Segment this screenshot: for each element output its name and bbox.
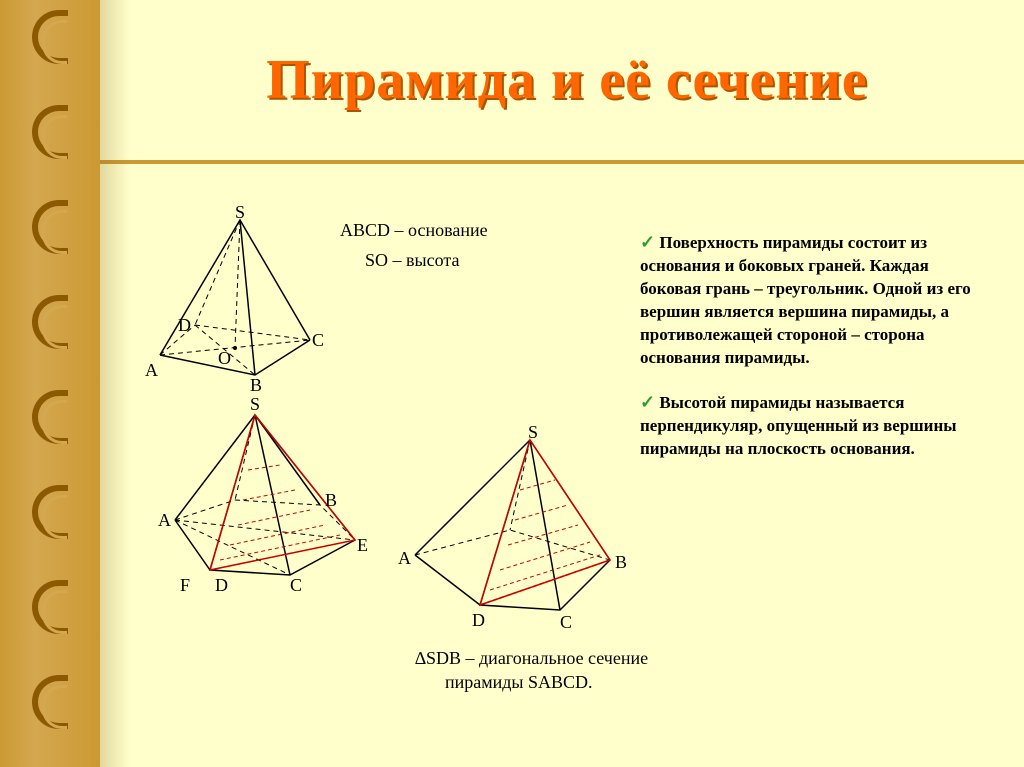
annotation-base: ABCD – основание bbox=[340, 220, 488, 241]
caption-section-2: пирамиды SABCD. bbox=[445, 672, 593, 693]
bullet-surface-text: Поверхность пирамиды состоит из основани… bbox=[640, 233, 971, 367]
label-s3: S bbox=[528, 422, 538, 443]
label-f2: F bbox=[180, 575, 190, 596]
page-shadow bbox=[100, 0, 130, 767]
label-s2: S bbox=[250, 394, 260, 415]
diagram-pentagon-pyramid: S A B C D bbox=[400, 430, 630, 640]
label-c: C bbox=[312, 330, 324, 351]
label-a3: A bbox=[398, 548, 411, 569]
check-icon: ✓ bbox=[640, 232, 655, 252]
label-d2: D bbox=[215, 575, 228, 596]
label-d3: D bbox=[472, 610, 485, 631]
text-column: ✓ Поверхность пирамиды состоит из основа… bbox=[640, 230, 990, 480]
bullet-height: ✓ Высотой пирамиды называется перпендику… bbox=[640, 390, 990, 461]
label-e2: E bbox=[357, 535, 368, 556]
bullet-height-text: Высотой пирамиды называется перпендикуля… bbox=[640, 393, 957, 458]
label-s: S bbox=[235, 202, 245, 223]
label-b: B bbox=[250, 375, 262, 396]
annotation-height: SO – высота bbox=[365, 250, 459, 271]
check-icon: ✓ bbox=[640, 392, 655, 412]
diagram-pyramid-height: S A B C D O bbox=[140, 210, 340, 390]
label-a: A bbox=[145, 360, 158, 381]
label-b2: B bbox=[325, 490, 337, 511]
divider bbox=[100, 160, 1024, 164]
diagram-hex-pyramid: S A B E C D F bbox=[160, 400, 380, 600]
label-c2: C bbox=[290, 575, 302, 596]
label-d: D bbox=[178, 315, 191, 336]
content-area: S A B C D O ABCD – основание SO – высота bbox=[130, 180, 1004, 747]
spiral-binding bbox=[0, 0, 100, 767]
label-b3: B bbox=[615, 552, 627, 573]
label-c3: C bbox=[560, 612, 572, 633]
bullet-surface: ✓ Поверхность пирамиды состоит из основа… bbox=[640, 230, 990, 370]
caption-section-1: ∆SDB – диагональное сечение bbox=[415, 648, 648, 669]
label-o: O bbox=[218, 348, 231, 369]
page-title: Пирамида и её сечение bbox=[130, 48, 1004, 112]
label-a2: A bbox=[158, 510, 171, 531]
